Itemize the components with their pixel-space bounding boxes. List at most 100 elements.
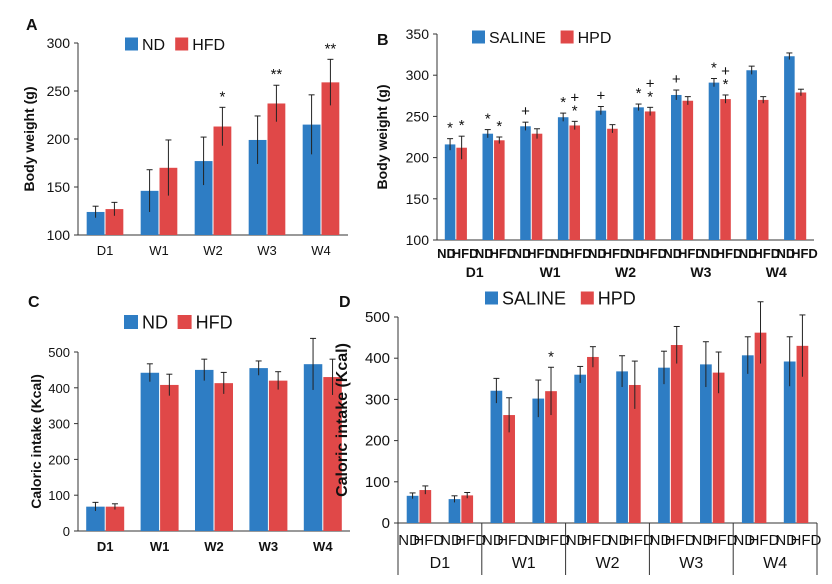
x-sub-label: ND bbox=[588, 246, 607, 261]
x-sub-label: ND bbox=[626, 246, 645, 261]
x-tick-label: W1 bbox=[512, 555, 536, 572]
bar-hpd bbox=[456, 147, 467, 240]
x-sub-label: HFD bbox=[455, 532, 486, 549]
significance-marker: + bbox=[521, 103, 530, 120]
bar-hpd bbox=[796, 345, 809, 523]
y-tick-label: 300 bbox=[48, 417, 70, 432]
bar-hfd bbox=[160, 384, 179, 531]
bar-nd bbox=[195, 369, 214, 531]
x-sub-label: ND bbox=[482, 532, 504, 549]
x-sub-label: HFD bbox=[497, 532, 528, 549]
significance-marker: * bbox=[647, 88, 653, 105]
significance-marker: * bbox=[711, 59, 717, 76]
y-tick-label: 200 bbox=[406, 150, 430, 166]
bar-hfd bbox=[159, 167, 178, 235]
bar-hfd bbox=[268, 380, 288, 531]
bar-saline bbox=[670, 94, 682, 240]
x-sub-label: HFD bbox=[539, 532, 570, 549]
y-axis-label: Caloric intake (Kcal) bbox=[334, 343, 351, 497]
y-tick-label: 100 bbox=[365, 474, 390, 491]
x-sub-label: HFD bbox=[527, 246, 554, 261]
legend-label: ND bbox=[142, 312, 168, 332]
bar-saline bbox=[482, 133, 494, 240]
x-sub-label: HFD bbox=[753, 246, 780, 261]
significance-marker: * bbox=[485, 111, 491, 128]
y-axis-label: Caloric intake (Kcal) bbox=[28, 374, 44, 509]
legend-swatch bbox=[125, 37, 138, 51]
x-tick-label: W4 bbox=[763, 555, 787, 572]
significance-marker: * bbox=[496, 118, 502, 135]
y-tick-label: 300 bbox=[406, 67, 430, 83]
y-tick-label: 100 bbox=[47, 227, 71, 243]
bar-saline bbox=[595, 110, 607, 240]
y-axis-label: Body weight (g) bbox=[21, 87, 37, 192]
bar-hpd bbox=[531, 133, 543, 240]
y-tick-label: 200 bbox=[47, 131, 71, 147]
bar-hpd bbox=[494, 140, 505, 240]
bar-saline bbox=[783, 361, 796, 523]
bar-hfd bbox=[323, 377, 342, 531]
significance-marker: + bbox=[721, 63, 730, 80]
x-sub-label: ND bbox=[513, 246, 532, 261]
significance-marker: ** bbox=[271, 66, 283, 83]
x-tick-label: W1 bbox=[150, 539, 170, 554]
bar-hpd bbox=[628, 384, 641, 523]
x-sub-label: ND bbox=[524, 532, 546, 549]
x-sub-label: HFD bbox=[489, 246, 516, 261]
bar-hpd bbox=[644, 111, 656, 241]
x-sub-label: ND bbox=[566, 532, 588, 549]
bar-saline bbox=[746, 70, 757, 240]
panel-c: C Caloric intake (Kcal) 0 100 200 300 400 500 D1… bbox=[28, 294, 350, 554]
y-tick-label: 100 bbox=[48, 488, 70, 503]
x-sub-label: HFD bbox=[678, 246, 705, 261]
legend-label: SALINE bbox=[502, 288, 566, 308]
significance-marker: + bbox=[646, 75, 655, 92]
x-tick-label: D1 bbox=[466, 264, 484, 280]
significance-marker: * bbox=[447, 120, 453, 137]
bar-nd bbox=[86, 506, 105, 531]
significance-marker: ** bbox=[325, 40, 337, 57]
y-tick-label: 100 bbox=[406, 232, 430, 248]
legend-label: HPD bbox=[578, 30, 612, 47]
y-tick-label: 500 bbox=[365, 309, 390, 326]
x-tick-label: W2 bbox=[615, 264, 636, 280]
bar-nd bbox=[302, 124, 321, 235]
bar-saline bbox=[448, 499, 461, 523]
y-tick-label: 250 bbox=[406, 108, 430, 124]
x-tick-label: W3 bbox=[259, 539, 279, 554]
x-sub-label: HFD bbox=[665, 532, 696, 549]
x-tick-label: D1 bbox=[97, 243, 114, 258]
y-tick-label: 350 bbox=[406, 26, 430, 42]
bar-nd bbox=[140, 372, 160, 531]
x-sub-label: HFD bbox=[413, 532, 444, 549]
legend-label: SALINE bbox=[489, 30, 546, 47]
significance-marker: + bbox=[672, 71, 681, 88]
legend-label: ND bbox=[142, 37, 165, 54]
significance-marker: * bbox=[572, 102, 578, 119]
bar-nd bbox=[194, 161, 213, 235]
bar-hpd bbox=[461, 495, 474, 523]
x-sub-label: ND bbox=[440, 532, 462, 549]
bar-saline bbox=[490, 390, 503, 523]
x-sub-label: ND bbox=[608, 532, 630, 549]
legend-swatch bbox=[560, 30, 574, 44]
bar-saline bbox=[784, 56, 795, 240]
x-sub-label: HFD bbox=[623, 532, 654, 549]
significance-marker: * bbox=[459, 117, 465, 134]
bar-hpd bbox=[795, 92, 807, 240]
bar-saline bbox=[708, 82, 720, 240]
bar-saline bbox=[557, 117, 569, 240]
bar-saline bbox=[532, 398, 545, 523]
bar-hpd bbox=[569, 125, 581, 240]
y-tick-label: 400 bbox=[48, 381, 70, 396]
legend-swatch bbox=[124, 315, 138, 329]
y-tick-label: 400 bbox=[365, 350, 390, 367]
panel-d: D Caloric intake (Kcal) 0 100 200 300 400 500 ND… bbox=[334, 288, 821, 575]
y-tick-label: 500 bbox=[48, 345, 70, 360]
legend-swatch bbox=[175, 37, 189, 51]
x-sub-label: HFD bbox=[707, 532, 738, 549]
bar-hpd bbox=[419, 490, 432, 523]
bar-nd bbox=[303, 364, 323, 531]
x-sub-label: HFD bbox=[603, 246, 630, 261]
